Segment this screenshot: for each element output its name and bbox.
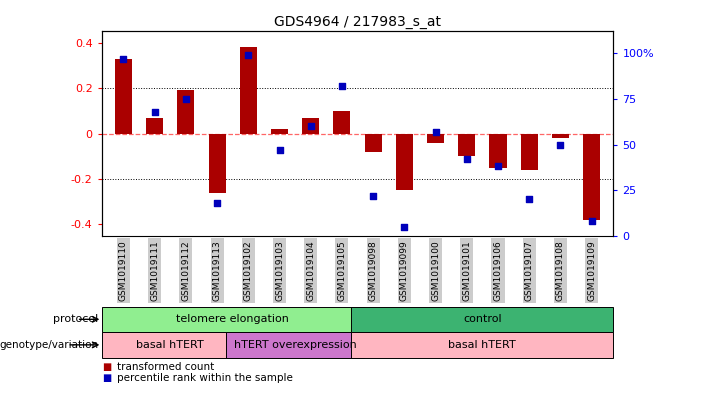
Bar xyxy=(458,134,475,156)
Bar xyxy=(365,134,381,152)
Bar xyxy=(489,134,507,168)
Point xyxy=(180,96,191,102)
Point xyxy=(212,200,223,206)
Bar xyxy=(102,332,239,358)
Text: basal hTERT: basal hTERT xyxy=(449,340,516,350)
Bar xyxy=(552,134,569,138)
Text: transformed count: transformed count xyxy=(117,362,215,372)
Point xyxy=(524,196,535,202)
Bar xyxy=(226,332,364,358)
Point xyxy=(305,123,316,129)
Text: telomere elongation: telomere elongation xyxy=(176,314,289,324)
Text: basal hTERT: basal hTERT xyxy=(137,340,204,350)
Point xyxy=(399,224,410,230)
Title: GDS4964 / 217983_s_at: GDS4964 / 217983_s_at xyxy=(274,15,441,29)
Text: ■: ■ xyxy=(102,373,111,383)
Point xyxy=(492,163,503,170)
Bar xyxy=(302,118,319,134)
Point xyxy=(461,156,472,162)
Bar xyxy=(334,111,350,134)
Bar xyxy=(240,47,257,134)
Point xyxy=(149,108,161,115)
Point xyxy=(430,129,441,135)
Point xyxy=(554,141,566,148)
Text: percentile rank within the sample: percentile rank within the sample xyxy=(117,373,293,383)
Bar xyxy=(351,332,613,358)
Bar xyxy=(271,129,288,134)
Bar xyxy=(102,307,364,332)
Point xyxy=(586,218,597,224)
Bar xyxy=(351,307,613,332)
Bar xyxy=(146,118,163,134)
Bar xyxy=(427,134,444,143)
Bar xyxy=(396,134,413,190)
Point xyxy=(274,147,285,153)
Point xyxy=(243,52,254,58)
Text: genotype/variation: genotype/variation xyxy=(0,340,98,350)
Text: control: control xyxy=(463,314,502,324)
Text: hTERT overexpression: hTERT overexpression xyxy=(233,340,357,350)
Point xyxy=(336,83,348,89)
Point xyxy=(118,56,129,62)
Point xyxy=(367,193,379,199)
Bar xyxy=(177,90,194,134)
Bar xyxy=(115,59,132,134)
Bar xyxy=(521,134,538,170)
Bar xyxy=(583,134,600,220)
Bar xyxy=(208,134,226,193)
Text: ■: ■ xyxy=(102,362,111,372)
Text: protocol: protocol xyxy=(53,314,98,324)
